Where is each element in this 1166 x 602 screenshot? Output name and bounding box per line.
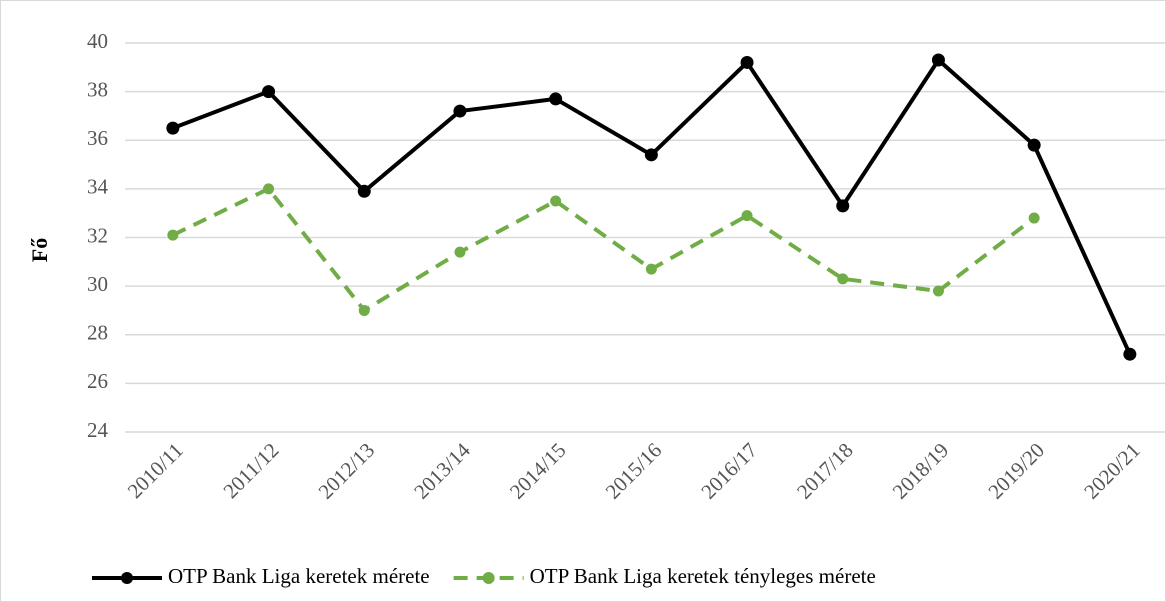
data-point bbox=[741, 210, 753, 222]
data-point bbox=[932, 285, 944, 297]
data-point bbox=[357, 184, 371, 198]
data-point bbox=[836, 199, 850, 213]
y-tick-label: 28 bbox=[87, 321, 108, 345]
y-tick-label: 34 bbox=[87, 175, 109, 199]
data-point bbox=[740, 55, 754, 69]
y-tick-label: 32 bbox=[87, 223, 108, 247]
data-point bbox=[837, 273, 849, 285]
legend-label: OTP Bank Liga keretek mérete bbox=[168, 564, 430, 588]
data-point bbox=[358, 304, 370, 316]
data-point bbox=[931, 53, 945, 67]
y-tick-label: 36 bbox=[87, 126, 108, 150]
data-point bbox=[262, 85, 276, 99]
data-point bbox=[645, 263, 657, 275]
y-tick-label: 40 bbox=[87, 29, 108, 53]
y-tick-label: 30 bbox=[87, 272, 108, 296]
y-tick-label: 26 bbox=[87, 369, 108, 393]
data-point bbox=[644, 148, 658, 162]
data-point bbox=[1028, 212, 1040, 224]
data-point bbox=[263, 183, 275, 195]
y-axis-label: Fő bbox=[27, 238, 52, 262]
data-point bbox=[453, 104, 467, 118]
legend-marker bbox=[482, 572, 495, 584]
data-point bbox=[1027, 138, 1041, 152]
data-point bbox=[454, 246, 466, 258]
y-tick-label: 38 bbox=[87, 77, 108, 101]
series-line bbox=[171, 186, 1036, 313]
legend-label: OTP Bank Liga keretek tényleges mérete bbox=[530, 564, 876, 588]
data-point bbox=[550, 195, 562, 207]
legend-marker bbox=[121, 572, 133, 584]
data-point bbox=[1123, 347, 1137, 361]
data-point bbox=[167, 229, 179, 241]
data-point bbox=[549, 92, 563, 106]
data-point bbox=[166, 121, 180, 135]
y-tick-label: 24 bbox=[87, 418, 109, 442]
